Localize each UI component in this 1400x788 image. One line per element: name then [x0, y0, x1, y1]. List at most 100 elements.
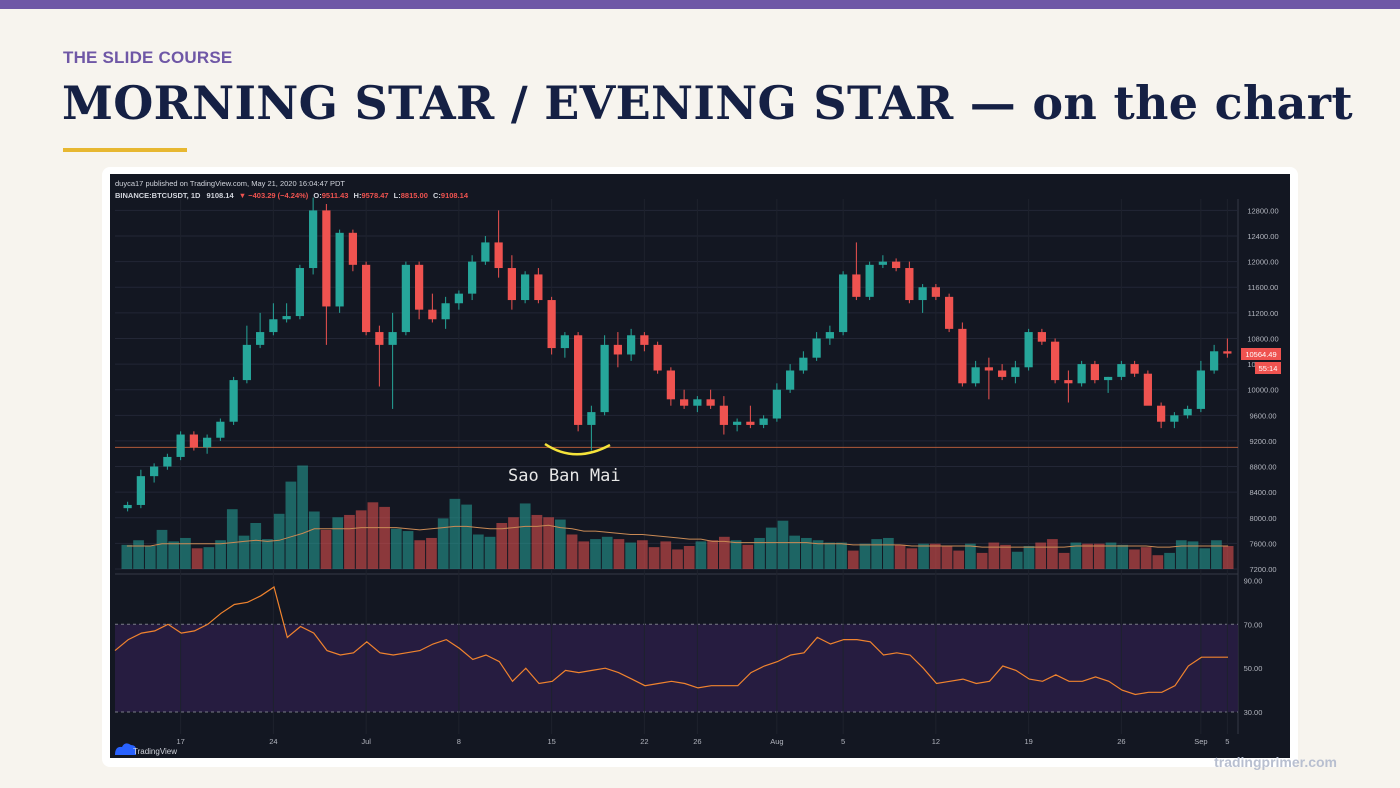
candle-body: [415, 264, 424, 310]
volume-bar: [519, 503, 531, 569]
volume-bar: [1152, 555, 1164, 569]
volume-bar: [437, 518, 449, 569]
high-value: 9578.47: [361, 191, 388, 200]
candle-body: [719, 405, 728, 425]
volume-bar: [648, 547, 660, 569]
candle-body: [772, 389, 781, 419]
volume-bar: [601, 536, 613, 569]
volume-bar: [461, 504, 472, 569]
price-tick-label: 8800.00: [1249, 463, 1276, 472]
candle-body: [428, 309, 437, 320]
candle-body: [825, 332, 834, 339]
candle-body: [163, 456, 172, 467]
volume-bar: [367, 502, 379, 569]
volume-bar: [1011, 551, 1023, 569]
price-tick-label: 10000.00: [1247, 386, 1278, 395]
candle-body: [1223, 351, 1232, 354]
volume-bar: [1082, 543, 1093, 569]
volume-bar: [402, 531, 414, 569]
candle-body: [759, 418, 768, 425]
candle-body: [600, 344, 609, 413]
volume-bar: [765, 527, 777, 569]
candle-body: [322, 210, 331, 307]
candle-body: [309, 210, 318, 269]
rsi-tick-label: 30.00: [1244, 708, 1263, 717]
candle-body: [401, 264, 410, 333]
svg-text:10564.49: 10564.49: [1245, 350, 1276, 359]
candle-body: [189, 434, 198, 448]
volume-bar: [965, 543, 976, 569]
x-tick-label: 26: [1117, 737, 1125, 746]
volume-bar: [801, 537, 812, 569]
candle-body: [892, 261, 901, 269]
volume-bar: [226, 509, 238, 569]
volume-bar: [871, 539, 883, 569]
x-tick-label: 12: [932, 737, 940, 746]
candle-body: [388, 332, 397, 345]
volume-bar: [719, 536, 730, 569]
candle-body: [481, 242, 490, 262]
volume-bar: [262, 539, 273, 569]
last-price: 9108.14: [207, 191, 235, 200]
volume-bar: [590, 539, 601, 569]
volume-bar: [449, 498, 461, 569]
candle-body: [1011, 367, 1020, 377]
rsi-tick-label: 70.00: [1244, 620, 1263, 629]
volume-bar: [308, 511, 320, 569]
candle-body: [441, 303, 450, 320]
volume-bar: [707, 540, 719, 569]
volume-bar: [531, 514, 543, 569]
candle-body: [640, 335, 649, 345]
rsi-tick-label: 90.00: [1244, 576, 1263, 585]
volume-bar: [789, 535, 801, 569]
x-tick-label: 22: [640, 737, 648, 746]
candle-body: [1210, 351, 1219, 371]
volume-ma-line: [126, 524, 1229, 548]
candle-body: [706, 399, 715, 406]
publisher-line: duyca17 published on TradingView.com, Ma…: [115, 179, 345, 188]
title-underline: [63, 148, 187, 152]
high-label: H:: [354, 191, 362, 200]
candle-body: [494, 242, 503, 269]
x-tick-label: 19: [1024, 737, 1032, 746]
candle-body: [627, 335, 636, 355]
volume-bar: [754, 537, 765, 569]
volume-bar: [1164, 552, 1175, 569]
candle-body: [587, 412, 596, 425]
svg-text:TradingView: TradingView: [133, 747, 177, 756]
candle-body: [613, 344, 622, 355]
candle-body: [1157, 405, 1166, 422]
volume-bar: [426, 537, 437, 569]
volume-bar: [578, 541, 590, 569]
chart-grid: [115, 199, 1239, 734]
volume-bar: [390, 528, 402, 569]
volume-bar: [508, 517, 519, 569]
candle-body: [812, 338, 821, 358]
volume-bar: [1105, 542, 1117, 569]
close-value: 9108.14: [441, 191, 469, 200]
volume-bar: [824, 542, 836, 569]
candle-body: [269, 319, 278, 333]
volume-bar: [472, 534, 484, 569]
slide-title: MORNING STAR / EVENING STAR — on the cha…: [62, 76, 1353, 130]
candle-body: [878, 261, 887, 265]
price-tick-label: 9600.00: [1249, 411, 1276, 420]
rsi-panel: [114, 586, 1228, 696]
volume-bar: [730, 540, 742, 569]
volume-bar: [1023, 546, 1035, 569]
volume-bar: [988, 542, 1000, 569]
chart-svg: 12800.00 12400.00 12000.00 11600.00 11200.00…: [114, 179, 1281, 756]
candle-body: [150, 466, 159, 477]
x-tick-label: 8: [457, 737, 461, 746]
price-tick-label: 12400.00: [1247, 232, 1278, 241]
close-label: C:: [433, 191, 441, 200]
candle-body: [1037, 332, 1046, 342]
price-tick-label: 11200.00: [1248, 309, 1279, 318]
volume-bar: [285, 481, 297, 569]
candle-body: [216, 421, 225, 438]
x-tick-label: Sep: [1194, 737, 1207, 746]
course-kicker: THE SLIDE COURSE: [63, 48, 233, 67]
candle-body: [653, 344, 662, 371]
candle-body: [362, 264, 371, 333]
volume-bar: [859, 543, 871, 569]
